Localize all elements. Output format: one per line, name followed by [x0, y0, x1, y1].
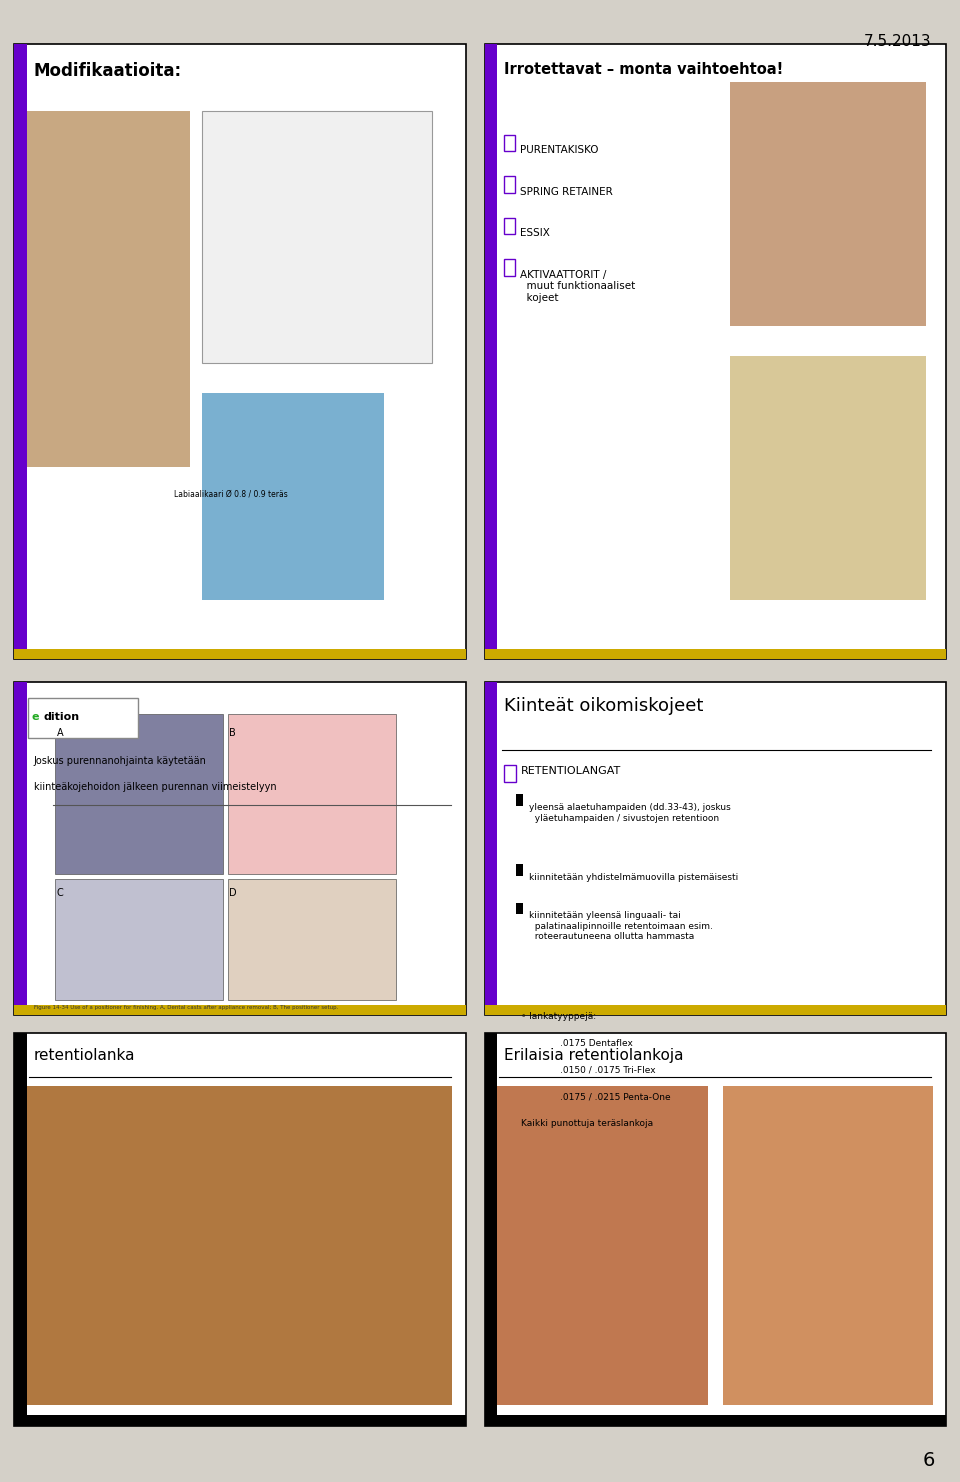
- FancyBboxPatch shape: [485, 682, 946, 1015]
- Text: ESSIX: ESSIX: [520, 228, 550, 239]
- FancyBboxPatch shape: [485, 1005, 946, 1015]
- FancyBboxPatch shape: [228, 879, 396, 1000]
- FancyBboxPatch shape: [28, 698, 138, 738]
- Text: .0175 Dentaflex: .0175 Dentaflex: [560, 1039, 633, 1048]
- FancyBboxPatch shape: [14, 649, 466, 659]
- FancyBboxPatch shape: [228, 714, 396, 874]
- FancyBboxPatch shape: [516, 903, 523, 914]
- FancyBboxPatch shape: [55, 879, 223, 1000]
- Text: B: B: [229, 728, 236, 738]
- FancyBboxPatch shape: [14, 1033, 466, 1426]
- Text: yleensä alaetuhampaiden (dd.33-43), joskus
  yläetuhampaiden / sivustojen retent: yleensä alaetuhampaiden (dd.33-43), josk…: [529, 803, 731, 823]
- FancyBboxPatch shape: [516, 864, 523, 876]
- FancyBboxPatch shape: [730, 82, 926, 326]
- FancyBboxPatch shape: [504, 218, 515, 234]
- Text: Figure 14-34 Use of a positioner for finishing. A, Dental casts after appliance : Figure 14-34 Use of a positioner for fin…: [34, 1005, 338, 1009]
- Text: e: e: [32, 713, 39, 722]
- Text: 7.5.2013: 7.5.2013: [864, 34, 931, 49]
- FancyBboxPatch shape: [485, 682, 497, 1015]
- Text: Modifikaatioita:: Modifikaatioita:: [34, 62, 181, 80]
- Text: kiinnitetään yleensä linguaali- tai
  palatinaalipinnoille retentoimaan esim.
  : kiinnitetään yleensä linguaali- tai pala…: [529, 911, 713, 941]
- Text: Irrotettavat – monta vaihtoehtoa!: Irrotettavat – monta vaihtoehtoa!: [504, 62, 783, 77]
- FancyBboxPatch shape: [14, 1033, 27, 1426]
- FancyBboxPatch shape: [485, 44, 497, 659]
- Text: AKTIVAATTORIT /
  muut funktionaaliset
  kojeet: AKTIVAATTORIT / muut funktionaaliset koj…: [520, 270, 636, 302]
- Text: PURENTAKISKO: PURENTAKISKO: [520, 145, 599, 156]
- FancyBboxPatch shape: [55, 714, 223, 874]
- Text: .0175 / .0215 Penta-One: .0175 / .0215 Penta-One: [560, 1092, 670, 1101]
- Text: 6: 6: [923, 1451, 935, 1470]
- FancyBboxPatch shape: [485, 44, 946, 659]
- FancyBboxPatch shape: [202, 111, 432, 363]
- FancyBboxPatch shape: [14, 1415, 466, 1426]
- FancyBboxPatch shape: [14, 44, 27, 659]
- Text: Erilaisia retentiolankoja: Erilaisia retentiolankoja: [504, 1048, 684, 1063]
- FancyBboxPatch shape: [27, 1086, 452, 1405]
- Text: ◦ lankatyyppejä:: ◦ lankatyyppejä:: [521, 1012, 596, 1021]
- Text: kiinnitetään yhdistelmämuovilla pistemäisesti: kiinnitetään yhdistelmämuovilla pistemäi…: [529, 873, 738, 882]
- Text: Labiaalikaari Ø 0.8 / 0.9 teräs: Labiaalikaari Ø 0.8 / 0.9 teräs: [174, 489, 287, 498]
- Text: Kaikki punottuja teräslankoja: Kaikki punottuja teräslankoja: [521, 1119, 654, 1128]
- FancyBboxPatch shape: [485, 1033, 946, 1426]
- Text: SPRING RETAINER: SPRING RETAINER: [520, 187, 613, 197]
- FancyBboxPatch shape: [504, 765, 516, 782]
- FancyBboxPatch shape: [27, 111, 190, 467]
- FancyBboxPatch shape: [485, 1033, 497, 1426]
- FancyBboxPatch shape: [485, 649, 946, 659]
- FancyBboxPatch shape: [504, 176, 515, 193]
- Text: retentiolanka: retentiolanka: [34, 1048, 135, 1063]
- Text: .0150 / .0175 Tri-Flex: .0150 / .0175 Tri-Flex: [560, 1066, 656, 1074]
- Text: A: A: [57, 728, 63, 738]
- FancyBboxPatch shape: [504, 259, 515, 276]
- FancyBboxPatch shape: [504, 135, 515, 151]
- FancyBboxPatch shape: [14, 682, 466, 1015]
- FancyBboxPatch shape: [14, 44, 466, 659]
- FancyBboxPatch shape: [14, 682, 27, 1015]
- Text: Kiinteät oikomiskojeet: Kiinteät oikomiskojeet: [504, 697, 704, 714]
- FancyBboxPatch shape: [730, 356, 926, 600]
- Text: C: C: [57, 888, 63, 898]
- FancyBboxPatch shape: [202, 393, 384, 600]
- FancyBboxPatch shape: [516, 794, 523, 806]
- Text: D: D: [229, 888, 237, 898]
- FancyBboxPatch shape: [14, 1005, 466, 1015]
- Text: RETENTIOLANGAT: RETENTIOLANGAT: [521, 766, 621, 777]
- Text: dition: dition: [43, 713, 80, 722]
- Text: kiinteäkojehoidon jälkeen purennan viimeistelyyn: kiinteäkojehoidon jälkeen purennan viime…: [34, 782, 276, 793]
- FancyBboxPatch shape: [485, 1415, 946, 1426]
- FancyBboxPatch shape: [723, 1086, 933, 1405]
- FancyBboxPatch shape: [497, 1086, 708, 1405]
- Text: Joskus purennanohjainta käytetään: Joskus purennanohjainta käytetään: [34, 756, 206, 766]
